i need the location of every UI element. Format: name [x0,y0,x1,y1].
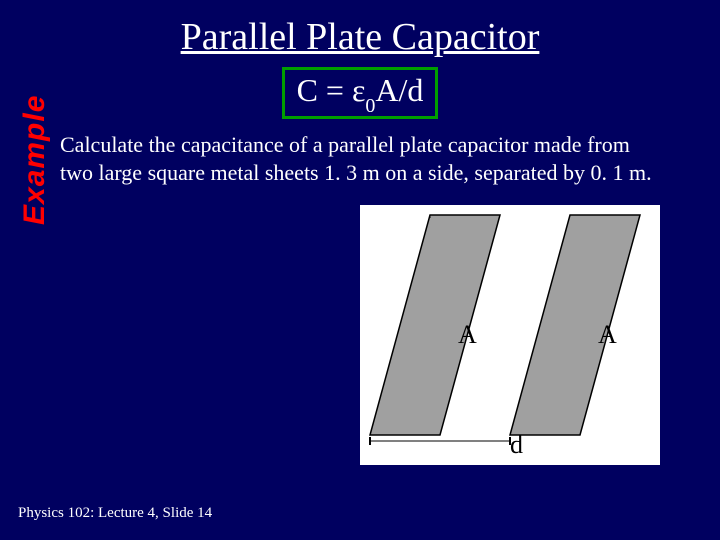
formula-lhs: C = [297,72,352,108]
plate-label-a-left: A [458,320,477,350]
capacitor-diagram: A A d [360,205,660,465]
formula-subscript: 0 [365,95,375,117]
distance-label-d: d [510,430,523,460]
formula-rhs: A/d [375,72,423,108]
slide-footer: Physics 102: Lecture 4, Slide 14 [18,505,212,522]
page-title: Parallel Plate Capacitor [0,0,720,59]
formula-box: C = ε0A/d [282,67,439,119]
plate-label-a-right: A [598,320,617,350]
example-label: Example [18,95,52,225]
formula-epsilon: ε [352,72,365,108]
problem-text: Calculate the capacitance of a parallel … [60,131,660,186]
